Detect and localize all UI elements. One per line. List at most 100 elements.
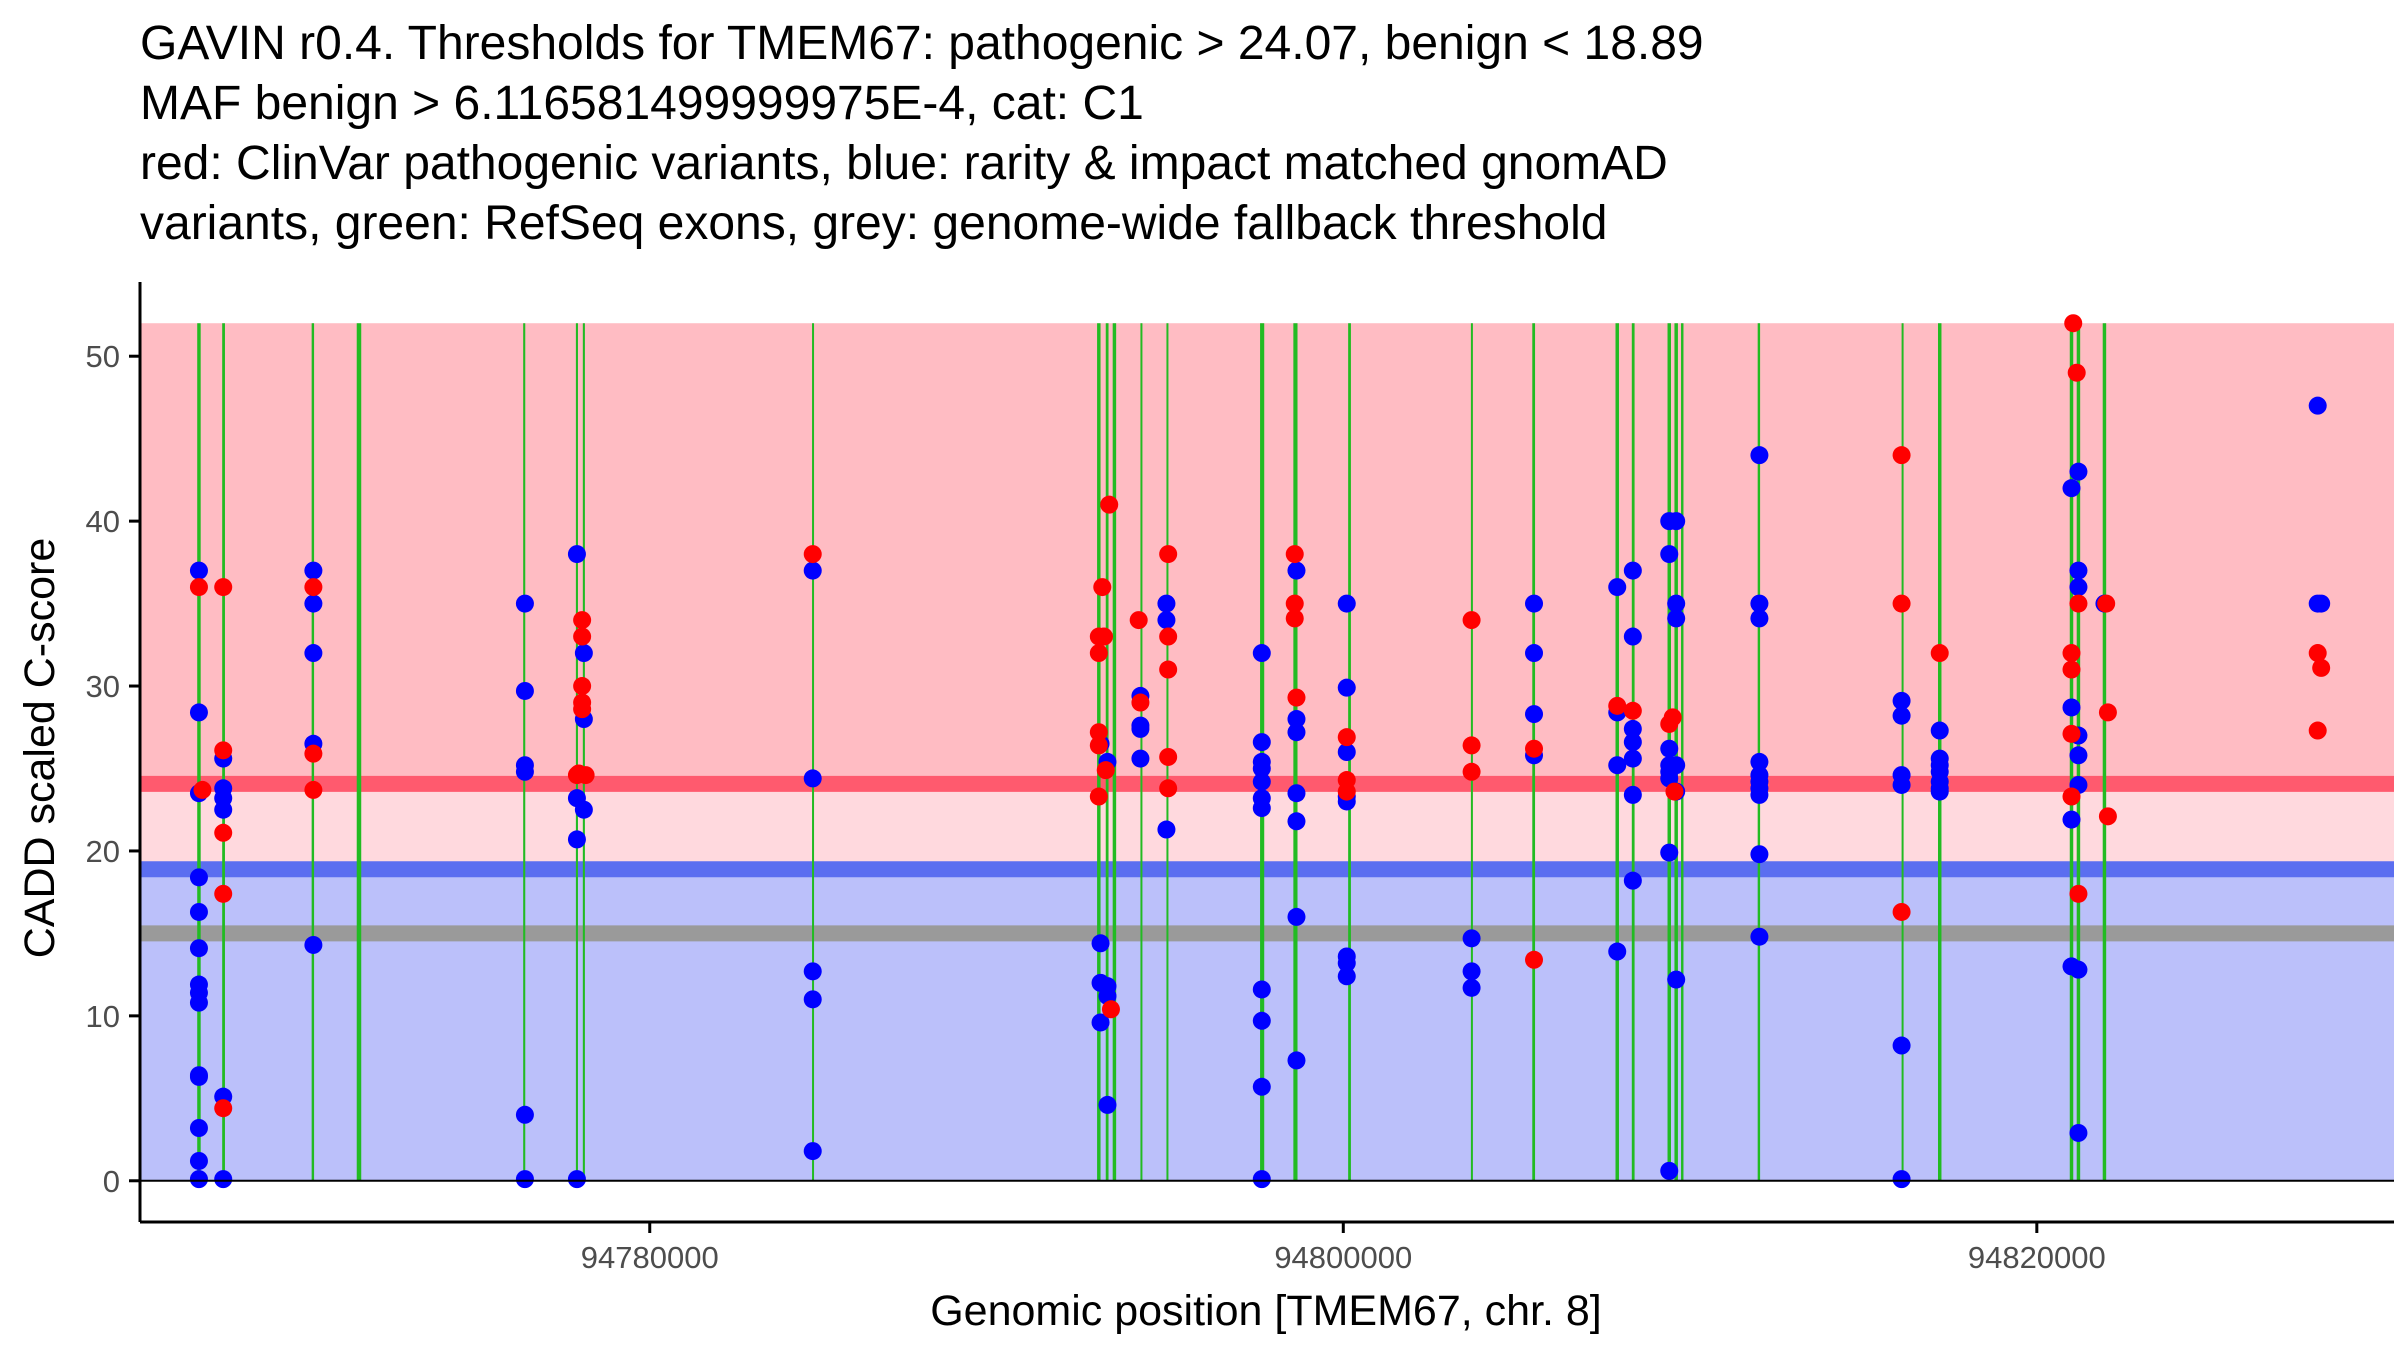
gnomad-point [1252, 759, 1271, 778]
y-tick-label: 20 [86, 834, 120, 869]
y-axis-label: CADD scaled C-score [16, 538, 64, 959]
gnomad-point [803, 962, 822, 981]
gnomad-point [1462, 929, 1481, 948]
clinvar-point [573, 700, 592, 719]
gnomad-point [1608, 942, 1627, 961]
y-tick-label: 40 [86, 504, 120, 539]
gnomad-point [1930, 721, 1949, 740]
gnomad-point [1660, 739, 1679, 758]
exon-1 [197, 323, 201, 1181]
gnomad-point [1287, 784, 1306, 803]
clinvar-point [1892, 902, 1911, 921]
gnomad-point [1892, 706, 1911, 725]
gnomad-point [1750, 446, 1769, 465]
gnomad-point [1337, 954, 1356, 973]
gnomad-point [2062, 810, 2081, 829]
exon-10 [1105, 323, 1109, 1181]
gnomad-point [1660, 1161, 1679, 1180]
gnomad-point [1287, 710, 1306, 729]
gnomad-point [1287, 1051, 1306, 1070]
gnomad-point [1157, 611, 1176, 630]
title-line-3: red: ClinVar pathogenic variants, blue: … [140, 137, 1668, 190]
clinvar-point [2097, 594, 2116, 613]
x-axis-label: Genomic position [TMEM67, chr. 8] [930, 1287, 1602, 1335]
gnomad-point [1157, 594, 1176, 613]
clinvar-point [1287, 688, 1306, 707]
gnomad-point [1287, 907, 1306, 926]
clinvar-point [189, 578, 208, 597]
clinvar-point [2308, 721, 2327, 740]
clinvar-point [1462, 611, 1481, 630]
pathogenic-zone [140, 323, 2394, 784]
gnomad-point [1892, 691, 1911, 710]
gnomad-point [1287, 812, 1306, 831]
gnomad-point [1091, 1013, 1110, 1032]
gnomad-point [1892, 1170, 1911, 1189]
clinvar-point [2062, 644, 2081, 663]
gnomad-point [304, 644, 323, 663]
title-line-1: GAVIN r0.4. Thresholds for TMEM67: patho… [140, 17, 1704, 70]
clinvar-point [2098, 807, 2117, 826]
clinvar-point [214, 823, 233, 842]
gnomad-point [1667, 970, 1686, 989]
clinvar-point [1089, 736, 1108, 755]
gnomad-point [189, 939, 208, 958]
gnomad-point [574, 644, 593, 663]
gnomad-point [189, 1151, 208, 1170]
clinvar-point [2062, 724, 2081, 743]
clinvar-point [1525, 739, 1544, 758]
gnomad-point [1608, 756, 1627, 775]
threshold-regions [140, 323, 2394, 1181]
gnomad-point [1525, 705, 1544, 724]
gnomad-point [189, 868, 208, 887]
gnomad-point [515, 1170, 534, 1189]
clinvar-point [304, 744, 323, 763]
clinvar-point [1525, 950, 1544, 969]
clinvar-point [304, 578, 323, 597]
clinvar-point [2312, 658, 2331, 677]
gnomad-point [515, 762, 534, 781]
title-line-2: MAF benign > 6.116581499999975E-4, cat: … [140, 77, 1144, 130]
clinvar-point [2067, 363, 2086, 382]
gnomad-point [567, 545, 586, 564]
gnomad-point [189, 902, 208, 921]
gnomad-point [1252, 1011, 1271, 1030]
clinvar-point [214, 884, 233, 903]
y-tick-label: 10 [86, 999, 120, 1034]
gnomad-point [1091, 934, 1110, 953]
chart-title: GAVIN r0.4. Thresholds for TMEM67: patho… [140, 14, 1704, 254]
gnomad-point [1667, 609, 1686, 628]
clinvar-point [1159, 545, 1178, 564]
gnomad-point [1337, 594, 1356, 613]
gnomad-point [189, 561, 208, 580]
clinvar-point [1093, 578, 1112, 597]
y-tick-label: 0 [103, 1164, 120, 1199]
gnomad-point [1252, 644, 1271, 663]
clinvar-point [1159, 747, 1178, 766]
exon-25 [1901, 323, 1904, 1181]
gnomad-point [803, 1142, 822, 1161]
clinvar-point [1089, 723, 1108, 742]
gnomad-point [2069, 561, 2088, 580]
exon-6 [575, 323, 578, 1181]
gnomad-point [1750, 785, 1769, 804]
gnomad-point [1750, 845, 1769, 864]
clinvar-point [1095, 627, 1114, 646]
clinvar-point [1462, 762, 1481, 781]
gnomad-point [2069, 960, 2088, 979]
gnomad-point [2308, 396, 2327, 415]
exon-8 [812, 323, 815, 1181]
gnomad-point [2069, 746, 2088, 765]
gnomad-point [1660, 545, 1679, 564]
exon-14 [1260, 323, 1265, 1181]
gnomad-point [1462, 978, 1481, 997]
clinvar-point [1337, 782, 1356, 801]
clinvar-point [1665, 782, 1684, 801]
gnomad-point [1157, 820, 1176, 839]
clinvar-point [1131, 693, 1150, 712]
gnomad-point [515, 1105, 534, 1124]
clinvar-point [193, 780, 212, 799]
gnomad-point [1667, 756, 1686, 775]
clinvar-point [2069, 884, 2088, 903]
clinvar-point [803, 545, 822, 564]
